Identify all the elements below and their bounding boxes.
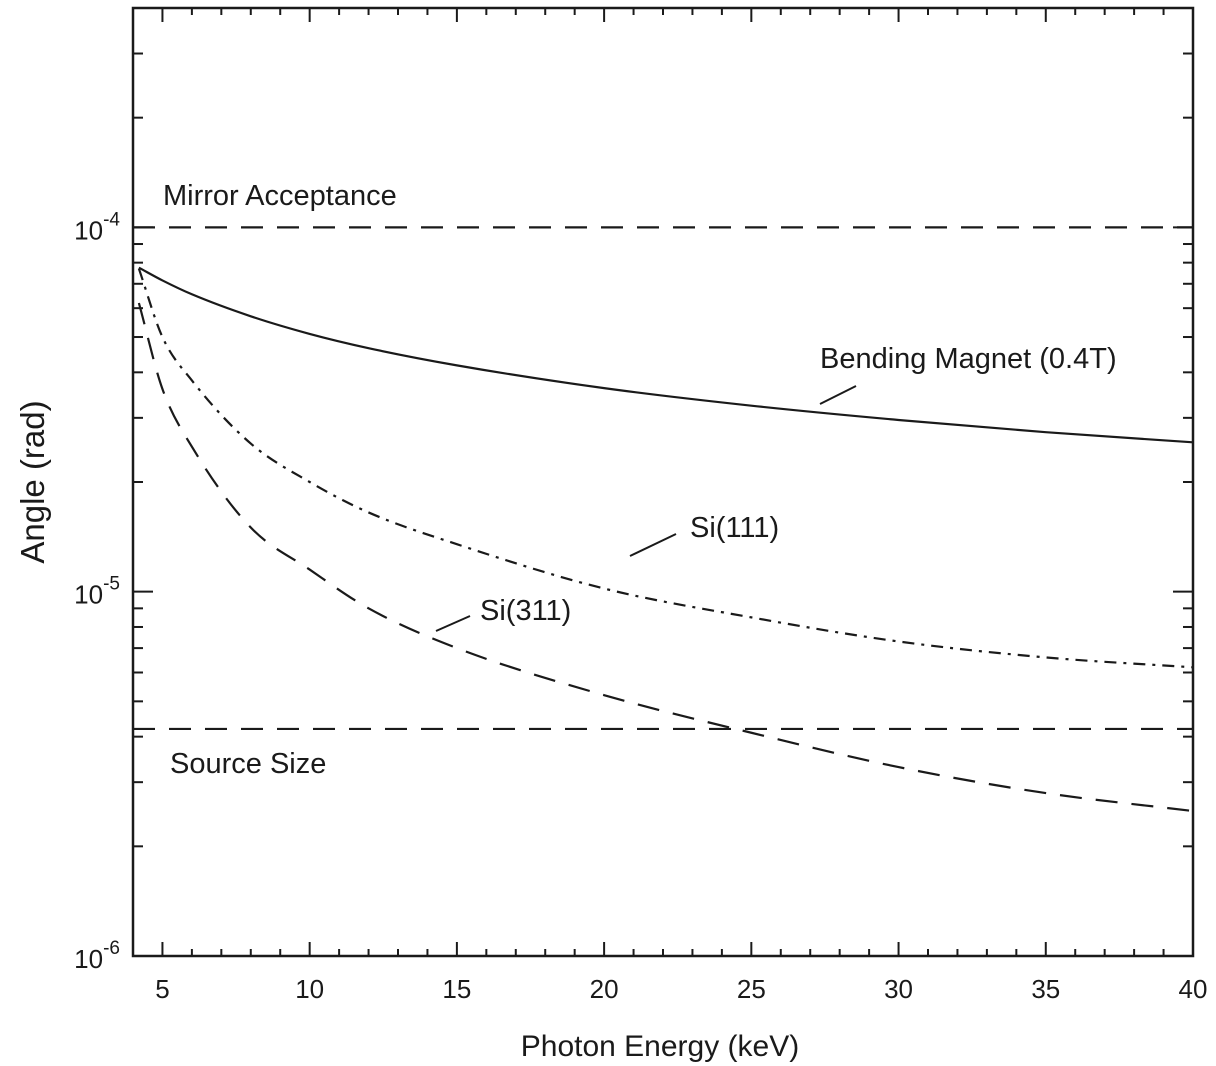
leader-si111 xyxy=(629,533,677,557)
x-tick-label: 5 xyxy=(155,974,169,1004)
ref-label-source-size: Source Size xyxy=(170,748,326,780)
y-tick-label: 10-4 xyxy=(74,209,120,245)
series-line-0 xyxy=(138,266,1194,444)
x-tick-label: 40 xyxy=(1179,974,1208,1004)
leader-si311 xyxy=(435,615,471,632)
x-tick-label: 25 xyxy=(737,974,766,1004)
x-tick-label: 10 xyxy=(295,974,324,1004)
y-tick-label: 10-5 xyxy=(74,574,120,610)
y-axis-title: Angle (rad) xyxy=(14,400,51,563)
series-label-si111: Si(111) xyxy=(690,512,779,544)
x-tick-label: 35 xyxy=(1031,974,1060,1004)
labels-layer: 5 10 15 20 25 30 35 40 10-4 10-5 10-6 xyxy=(74,209,1207,1004)
series-line-2 xyxy=(137,302,1194,813)
ref-label-mirror-acceptance: Mirror Acceptance xyxy=(163,180,397,212)
leader-bending-magnet xyxy=(819,385,857,405)
series-label-bending-magnet: Bending Magnet (0.4T) xyxy=(820,343,1117,375)
x-tick-label: 20 xyxy=(590,974,619,1004)
reference-lines-layer xyxy=(133,226,1193,731)
series-layer xyxy=(137,266,1194,813)
ticks-layer xyxy=(132,7,1194,957)
x-tick-label: 30 xyxy=(884,974,913,1004)
y-tick-label: 10-6 xyxy=(74,938,120,974)
x-tick-label: 15 xyxy=(442,974,471,1004)
x-axis-title: Photon Energy (keV) xyxy=(521,1030,799,1063)
series-label-si311: Si(311) xyxy=(480,595,571,627)
